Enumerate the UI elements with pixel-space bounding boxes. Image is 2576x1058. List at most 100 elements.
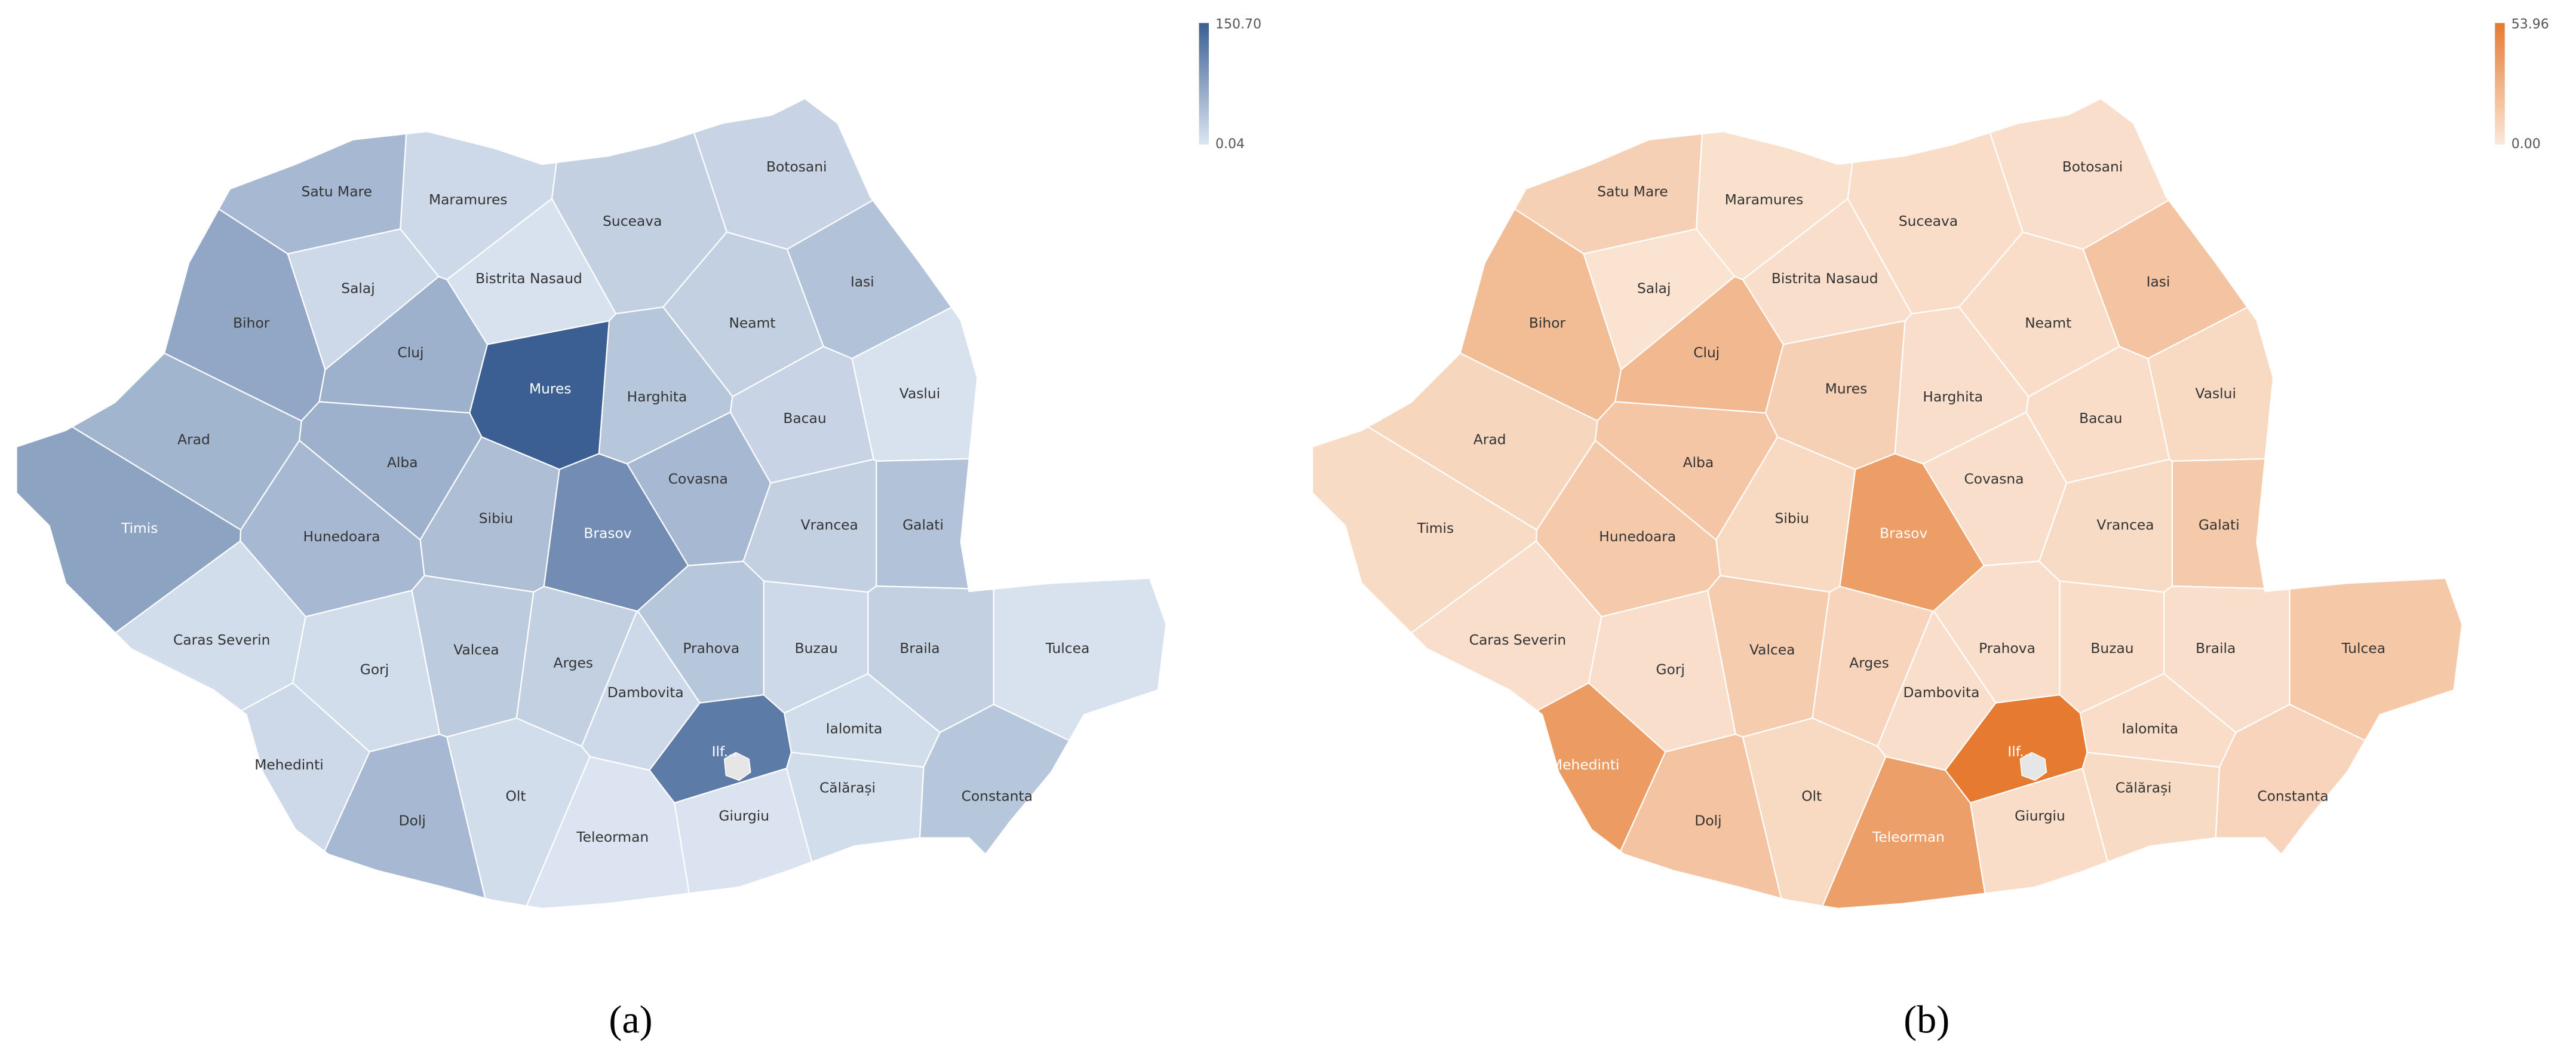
county-label: Neamt <box>729 314 775 331</box>
county-label: Olt <box>505 787 526 804</box>
county <box>1821 756 1986 909</box>
county <box>1619 733 1782 900</box>
county-label: Constanta <box>2257 787 2328 804</box>
county <box>2289 577 2463 741</box>
caption: (b) <box>1903 998 1949 1041</box>
county-label: Teleorman <box>576 829 649 845</box>
county-label: Dolj <box>1694 812 1721 829</box>
county-label: Timis <box>1417 520 1454 536</box>
county-label: Vaslui <box>899 385 940 402</box>
legend-min: 0.00 <box>2511 137 2541 152</box>
county-label: Caras Severin <box>1469 631 1566 648</box>
county-label: Ialomita <box>2121 720 2178 737</box>
legend-bar <box>1199 23 1209 145</box>
county-label: Galati <box>2199 517 2240 533</box>
county-label: Satu Mare <box>1597 183 1668 200</box>
county-label: Botosani <box>766 158 827 175</box>
county-label: Prahova <box>683 640 739 657</box>
county-label: Călărași <box>2116 780 2172 796</box>
county-label: Suceava <box>603 213 662 229</box>
county <box>919 703 1070 855</box>
county-label: Bacau <box>2079 410 2122 427</box>
legend-min: 0.04 <box>1215 137 1245 152</box>
county-label: Suceava <box>1899 213 1958 229</box>
county-label: Vrancea <box>2096 517 2154 533</box>
county-label: Dambovita <box>607 684 684 701</box>
county-label: Hunedoara <box>1599 528 1676 545</box>
county-label: Harghita <box>627 388 687 405</box>
county-label: Iasi <box>2147 274 2170 290</box>
county <box>1742 717 1887 907</box>
county-label: Giurgiu <box>719 807 769 824</box>
county-label: Valcea <box>453 642 499 658</box>
county-label: Prahova <box>1979 640 2035 657</box>
county-label: Bistrita Nasaud <box>475 270 582 287</box>
county-label: Caras Severin <box>173 631 270 648</box>
county-label: Salaj <box>341 280 374 297</box>
county <box>993 577 1167 741</box>
county-label: Botosani <box>2062 158 2123 175</box>
county-label: Olt <box>1801 787 1822 804</box>
county-label: Hunedoara <box>303 528 380 545</box>
county-label: Ilf... <box>2007 743 2032 760</box>
county-label: Alba <box>387 454 418 471</box>
county-label: Galati <box>902 517 944 533</box>
county-label: Buzau <box>2090 640 2133 657</box>
county-label: Satu Mare <box>302 183 372 200</box>
county-label: Harghita <box>1923 388 1983 405</box>
county-label: Tulcea <box>1045 640 1090 657</box>
county-label: Covasna <box>1964 471 2024 487</box>
county-label: Alba <box>1683 454 1714 471</box>
county-label: Tulcea <box>2341 640 2385 657</box>
county-label: Covasna <box>668 471 728 487</box>
legend-max: 53.96 <box>2511 17 2549 32</box>
bucharest <box>2019 752 2047 781</box>
caption: (a) <box>609 998 652 1041</box>
county-label: Mehedinti <box>1550 756 1619 773</box>
county <box>323 733 486 900</box>
county-label: Mehedinti <box>254 756 323 773</box>
county-label: Teleorman <box>1872 829 1945 845</box>
county-label: Braila <box>899 640 939 657</box>
county-label: Mures <box>529 380 572 397</box>
county-label: Vaslui <box>2196 385 2236 402</box>
county-label: Mures <box>1825 380 1868 397</box>
county-label: Ilf... <box>712 743 737 760</box>
county-label: Arad <box>1473 431 1506 448</box>
county-label: Vrancea <box>801 517 858 533</box>
county-label: Bistrita Nasaud <box>1771 270 1878 287</box>
county-label: Braila <box>2196 640 2236 657</box>
legend-max: 150.70 <box>1215 17 1261 32</box>
bucharest <box>723 752 751 781</box>
county-label: Dambovita <box>1903 684 1980 701</box>
map: Satu Mare Maramures Botosani Suceava Salaj Bi… <box>16 17 1261 1041</box>
county <box>526 756 690 909</box>
county-label: Maramures <box>1725 191 1804 208</box>
county <box>2215 703 2366 855</box>
county <box>446 717 591 907</box>
county-label: Bacau <box>783 410 826 427</box>
county <box>1536 682 1666 852</box>
county-label: Constanta <box>962 787 1033 804</box>
legend-bar <box>2495 23 2505 145</box>
county-label: Gorj <box>1656 661 1685 678</box>
county-label: Ialomita <box>826 720 883 737</box>
map: Satu Mare Maramures Botosani Suceava Salaj Bi… <box>1312 17 2549 1041</box>
county-label: Călărași <box>819 780 876 796</box>
county <box>240 682 371 852</box>
county-label: Bihor <box>1529 314 1566 331</box>
county-label: Dolj <box>399 812 426 829</box>
county-label: Gorj <box>360 661 389 678</box>
county-label: Sibiu <box>479 510 513 527</box>
county-label: Timis <box>121 520 158 536</box>
county-label: Neamt <box>2025 314 2071 331</box>
county-label: Iasi <box>851 274 874 290</box>
county-label: Cluj <box>397 344 423 361</box>
county-label: Salaj <box>1637 280 1671 297</box>
county-label: Arad <box>177 431 210 448</box>
county-label: Valcea <box>1749 642 1795 658</box>
county-label: Sibiu <box>1775 510 1809 527</box>
county-label: Bihor <box>233 314 270 331</box>
county-label: Cluj <box>1693 344 1720 361</box>
